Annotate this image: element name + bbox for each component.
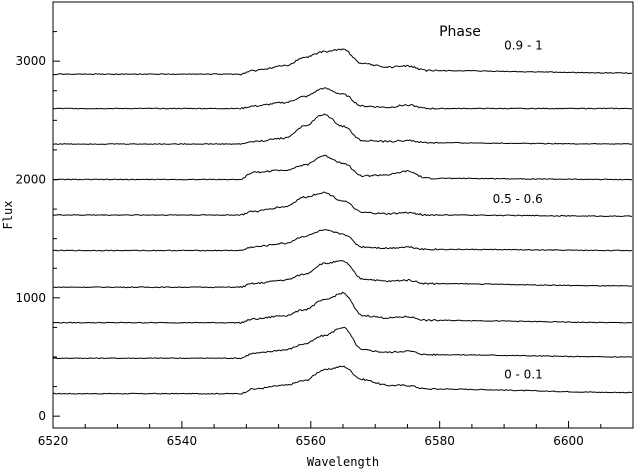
y-axis-label: Flux — [1, 201, 15, 230]
spectrum-line — [52, 154, 633, 181]
spectrum-line — [52, 326, 633, 360]
x-axis-ticks: 6520 6540 6560 6580 6600 — [38, 421, 602, 448]
y-axis-ticks: 0 1000 2000 3000 — [15, 31, 60, 423]
x-tick-label: 6540 — [167, 434, 198, 448]
phase-title: Phase — [439, 24, 481, 40]
spectra-series — [52, 48, 633, 395]
spectrum-line — [52, 87, 633, 110]
spectrum-line — [52, 113, 633, 145]
phase-annotation: 0.9 - 1 — [504, 38, 543, 52]
spectrum-line — [53, 260, 633, 289]
y-tick-label: 3000 — [15, 54, 46, 68]
x-tick-label: 6520 — [38, 434, 69, 448]
spectrum-line — [52, 365, 633, 395]
phase-annotations: 0.9 - 1 0.5 - 0.6 0 - 0.1 — [493, 38, 543, 381]
x-tick-label: 6560 — [296, 434, 327, 448]
x-axis-label: Wavelength — [307, 455, 379, 469]
phase-annotation: 0.5 - 0.6 — [493, 192, 543, 206]
y-tick-label: 1000 — [15, 291, 46, 305]
y-tick-label: 2000 — [15, 173, 46, 187]
x-tick-label: 6580 — [424, 434, 455, 448]
spectrum-line — [52, 291, 633, 325]
spectrum-line — [52, 229, 633, 252]
x-tick-label: 6600 — [553, 434, 584, 448]
spectrum-line — [52, 191, 633, 218]
spectrum-line — [52, 48, 633, 76]
phase-annotation: 0 - 0.1 — [504, 367, 543, 381]
y-tick-label: 0 — [38, 409, 46, 423]
